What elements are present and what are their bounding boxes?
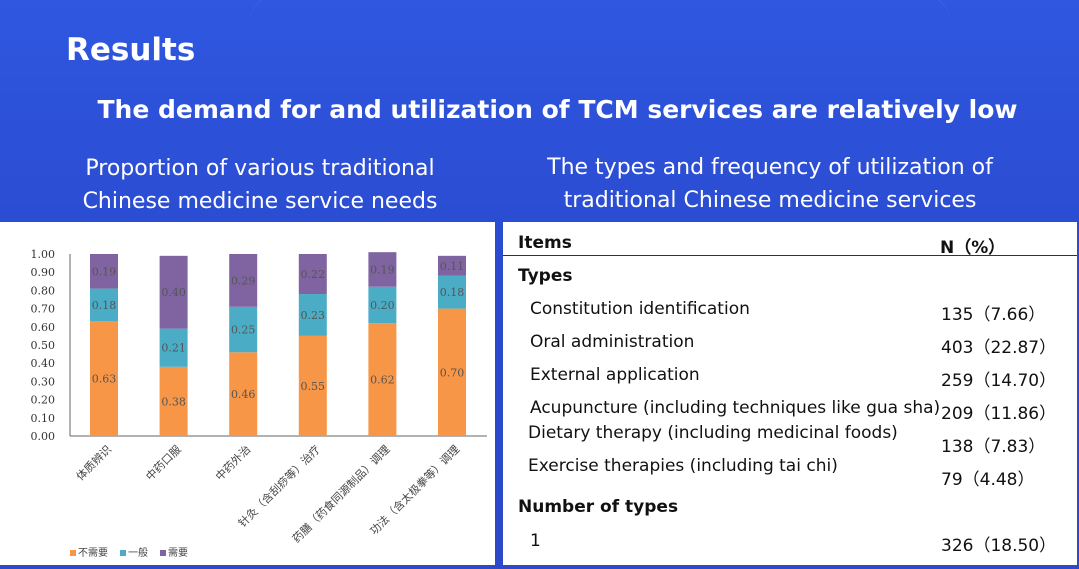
right-heading-line: traditional Chinese medicine services	[563, 188, 977, 213]
bar-segment	[159, 366, 188, 436]
section-types: Types	[518, 266, 573, 286]
bar-segment	[298, 294, 327, 336]
chart-svg: 0.00 0.10 0.20 0.30 0.40 0.50 0.60 0.70 0.80 0.90…	[31, 248, 487, 545]
y-tick-label: 0.00	[31, 430, 56, 443]
y-tick-label: 0.60	[31, 321, 56, 334]
data-label: 0.19	[370, 263, 395, 276]
row-n: 326（18.50）	[941, 536, 1057, 556]
data-label: 0.11	[440, 260, 465, 273]
bar-segment	[90, 321, 118, 436]
legend-label: 不需要	[78, 548, 108, 559]
legend-item: 不需要	[70, 544, 108, 559]
x-tick-label: 中药外治	[212, 442, 253, 483]
bar-segment	[229, 254, 258, 307]
data-label: 0.62	[370, 374, 395, 387]
legend-label: 一般	[128, 548, 148, 559]
header-n: N（%）	[940, 238, 1006, 258]
data-label: 0.20	[370, 299, 395, 312]
x-tick-label: 中药口服	[143, 443, 183, 483]
stacked-bar-chart: 0.00 0.10 0.20 0.30 0.40 0.50 0.60 0.70 0.80 0.90…	[0, 222, 495, 565]
data-label: 0.19	[92, 265, 117, 278]
row-item: Acupuncture (including techniques like g…	[530, 398, 941, 418]
y-tick-label: 0.20	[31, 394, 56, 407]
row-item: Dietary therapy (including medicinal foo…	[528, 423, 898, 443]
bar-segment	[298, 254, 327, 295]
data-label: 0.55	[301, 380, 326, 393]
row-n: 403（22.87）	[941, 338, 1057, 358]
left-heading: Proportion of various traditional Chines…	[40, 152, 480, 218]
right-heading: The types and frequency of utilization o…	[520, 151, 1020, 217]
row-item: Exercise therapies (including tai chi)	[528, 456, 838, 476]
bar-segment	[159, 328, 188, 367]
utilization-table: Items N（%） Types Constitution identifica…	[503, 222, 1077, 565]
bar-segment	[90, 288, 118, 322]
y-tick-label: 1.00	[31, 248, 56, 261]
bar-segment	[438, 308, 466, 436]
legend-label: 需要	[168, 548, 188, 559]
y-tick-label: 0.70	[31, 303, 56, 316]
x-tick-label: 体质辨识	[73, 442, 114, 483]
bar-segment	[438, 255, 466, 276]
bar-segment	[368, 252, 397, 287]
row-item: External application	[530, 365, 700, 385]
bar-segment	[298, 335, 327, 436]
left-heading-line: Proportion of various traditional	[85, 156, 435, 181]
data-label: 0.29	[231, 274, 256, 287]
right-heading-line: The types and frequency of utilization o…	[547, 155, 993, 180]
row-item: Constitution identification	[530, 299, 750, 319]
bar-segment	[229, 352, 258, 436]
row-item: 1	[530, 531, 541, 551]
slide-subtitle: The demand for and utilization of TCM se…	[97, 95, 1018, 124]
y-tick-label: 0.10	[31, 412, 56, 425]
bar-segment	[159, 255, 188, 329]
data-label: 0.23	[301, 309, 326, 322]
y-tick-label: 0.50	[31, 339, 56, 352]
bar-segment	[438, 275, 466, 309]
chart-legend: 不需要 一般 需要	[70, 544, 188, 559]
data-label: 0.70	[440, 366, 465, 379]
section-number-of-types: Number of types	[518, 497, 679, 517]
slide-title: Results	[66, 32, 196, 68]
bar-segment	[229, 306, 258, 353]
row-n: 209（11.86）	[941, 404, 1057, 424]
data-label: 0.38	[161, 395, 186, 408]
row-n: 135（7.66）	[941, 305, 1046, 325]
row-n: 259（14.70）	[941, 371, 1057, 391]
row-n: 79（4.48）	[941, 470, 1035, 490]
data-label: 0.40	[161, 286, 186, 299]
bar-segment	[90, 254, 118, 289]
data-label: 0.25	[231, 324, 256, 337]
data-label: 0.46	[231, 388, 256, 401]
legend-item: 一般	[120, 544, 148, 559]
decorative-swoosh	[250, 0, 950, 100]
bar-segment	[368, 323, 397, 436]
y-tick-label: 0.30	[31, 375, 56, 388]
row-item: Oral administration	[530, 332, 695, 352]
row-n: 138（7.83）	[941, 437, 1046, 457]
y-tick-label: 0.40	[31, 357, 56, 370]
header-items: Items	[518, 233, 572, 253]
data-label: 0.18	[92, 299, 117, 312]
data-label: 0.21	[161, 342, 186, 355]
data-label: 0.18	[440, 286, 465, 299]
data-label: 0.63	[92, 373, 117, 386]
y-tick-label: 0.90	[31, 266, 56, 279]
left-heading-line: Chinese medicine service needs	[82, 189, 438, 214]
header-divider	[503, 255, 1077, 256]
y-tick-label: 0.80	[31, 284, 56, 297]
legend-item: 需要	[160, 544, 188, 559]
data-label: 0.22	[301, 268, 326, 281]
bar-segment	[368, 286, 397, 324]
